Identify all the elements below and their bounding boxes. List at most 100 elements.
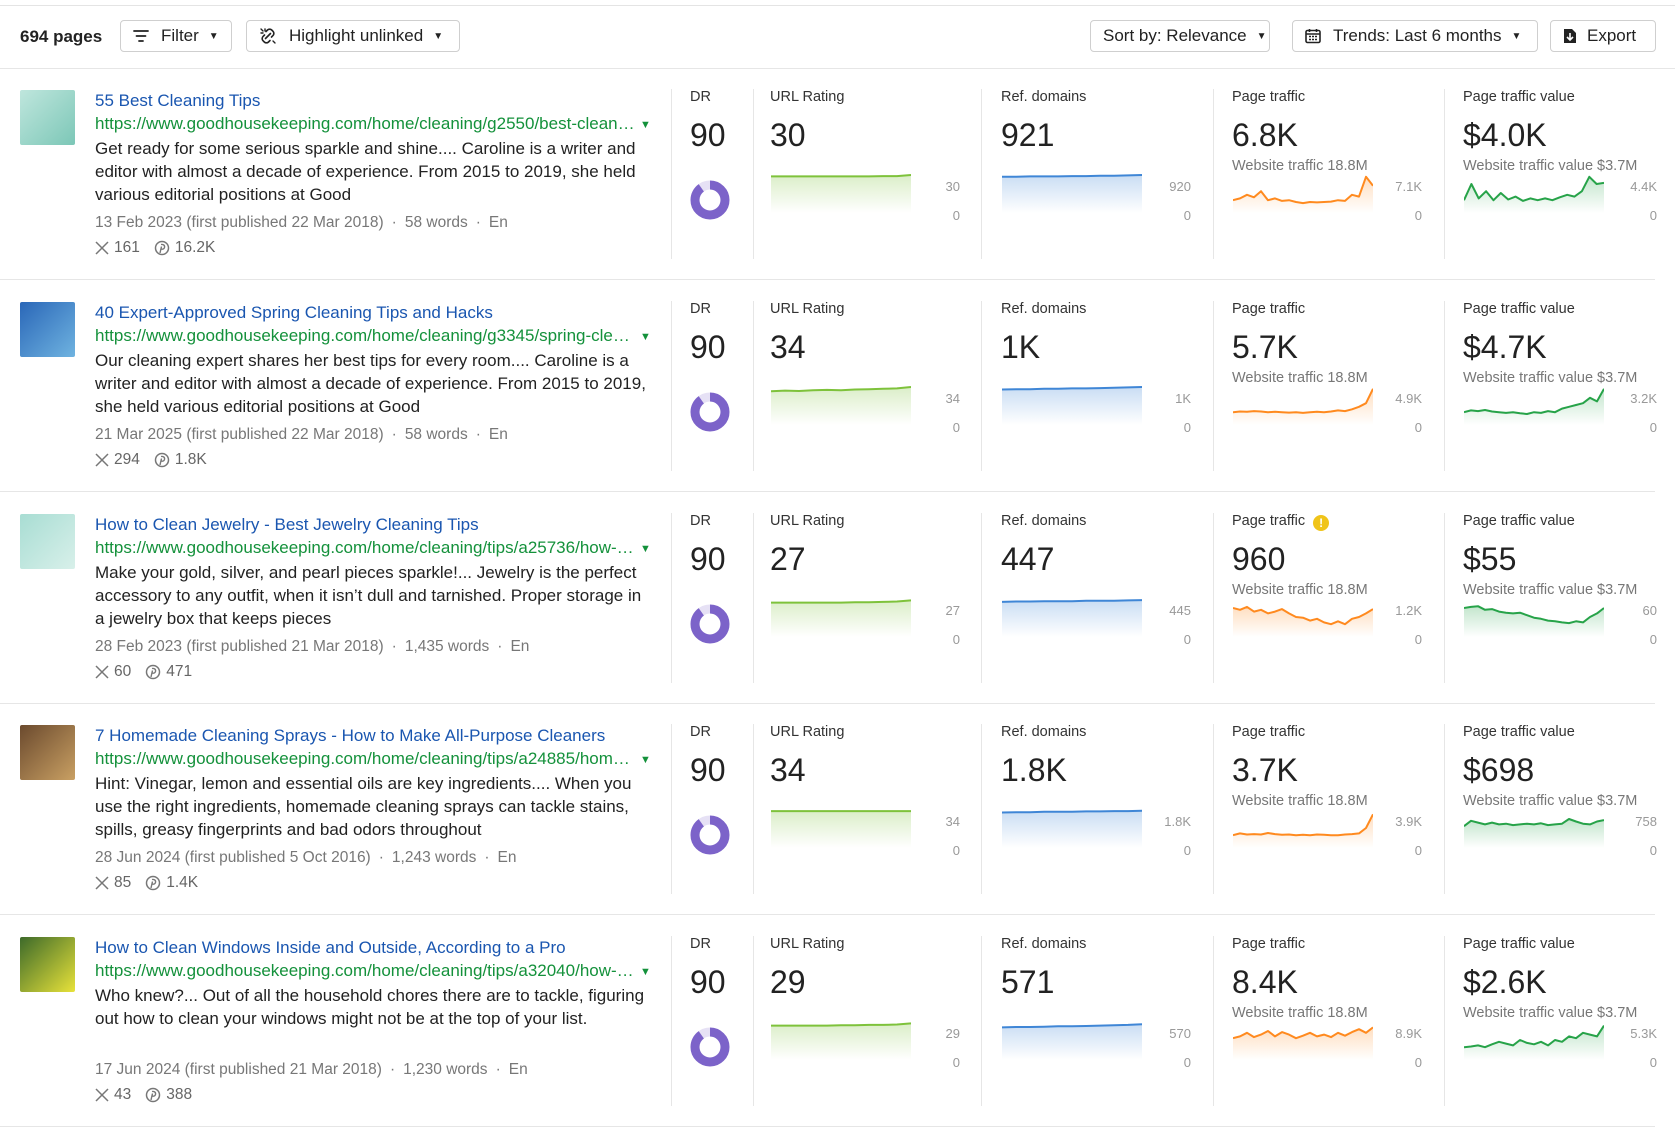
highlight-unlinked-button[interactable]: Highlight unlinked ▼: [246, 20, 460, 52]
cleaning-supplies-image[interactable]: [20, 90, 75, 145]
social-shares: 294 1.8K: [95, 451, 221, 469]
url-menu-chevron-icon[interactable]: ▼: [640, 754, 651, 766]
row-divider: [0, 703, 1655, 704]
pinterest-shares: 16.2K: [154, 239, 215, 257]
traffic-value-value[interactable]: $698: [1463, 752, 1535, 788]
toolbar-divider: [0, 68, 1675, 69]
language: En: [488, 214, 508, 231]
x-shares: 85: [95, 874, 131, 892]
sparkline-line: [1233, 388, 1373, 414]
page-url-link[interactable]: https://www.goodhousekeeping.com/home/cl…: [95, 749, 635, 768]
table-row: How to Clean Windows Inside and Outside,…: [0, 916, 1675, 1127]
ref-domains-value[interactable]: 571: [1001, 964, 1055, 1000]
page-title-link[interactable]: 7 Homemade Cleaning Sprays - How to Make…: [95, 726, 606, 745]
page-meta: 28 Feb 2023 (first published 21 Mar 2018…: [95, 638, 530, 655]
url-menu-chevron-icon[interactable]: ▼: [640, 543, 651, 555]
traffic-value-max: 758: [1635, 814, 1657, 829]
page-traffic-value[interactable]: 3.7K: [1232, 752, 1298, 788]
url-rating-sparkline: [771, 1022, 911, 1060]
url-rating-max: 29: [945, 1026, 960, 1041]
page-traffic-value[interactable]: 8.4K: [1232, 964, 1298, 1000]
export-button[interactable]: Export: [1550, 20, 1656, 52]
ref-domains-value[interactable]: 447: [1001, 541, 1055, 577]
x-icon: [95, 241, 109, 255]
column-divider: [981, 89, 982, 259]
page-traffic-max: 3.9K: [1395, 814, 1422, 829]
ref-domains-value[interactable]: 1.8K: [1001, 752, 1067, 788]
pinterest-shares: 471: [145, 663, 192, 681]
traffic-value-max: 5.3K: [1630, 1026, 1657, 1041]
traffic-value-value[interactable]: $2.6K: [1463, 964, 1547, 1000]
dr-value: 90: [690, 117, 726, 153]
url-menu-chevron-icon[interactable]: ▼: [640, 966, 651, 978]
row-divider: [0, 491, 1655, 492]
traffic-value-sparkline: [1464, 605, 1604, 637]
page-traffic-sparkline: [1233, 605, 1373, 637]
page-title-link[interactable]: 40 Expert-Approved Spring Cleaning Tips …: [95, 303, 493, 322]
table-row: 55 Best Cleaning Tips https://www.goodho…: [0, 69, 1675, 280]
trends-dropdown[interactable]: Trends: Last 6 months ▼: [1292, 20, 1538, 52]
sort-label: Sort by: Relevance: [1103, 26, 1247, 45]
filter-label: Filter: [161, 26, 199, 45]
x-icon: [95, 665, 109, 679]
column-divider: [671, 89, 672, 259]
page-traffic-value[interactable]: 960: [1232, 541, 1286, 577]
homemade-spray-bottles-image[interactable]: [20, 725, 75, 780]
calendar-icon: [1305, 28, 1321, 44]
column-divider: [671, 936, 672, 1106]
traffic-value-value[interactable]: $4.0K: [1463, 117, 1547, 153]
filter-icon: [133, 29, 149, 43]
sparkline-area: [1464, 176, 1604, 213]
language: En: [497, 849, 517, 866]
page-traffic-min: 0: [1414, 208, 1422, 223]
traffic-value-value[interactable]: $4.7K: [1463, 329, 1547, 365]
sparkline-area: [1002, 810, 1142, 848]
page-title-link[interactable]: How to Clean Jewelry - Best Jewelry Clea…: [95, 515, 479, 534]
info-icon[interactable]: !: [1313, 515, 1330, 531]
page-url-link[interactable]: https://www.goodhousekeeping.com/home/cl…: [95, 326, 635, 345]
dr-label: DR: [690, 936, 711, 952]
x-shares: 294: [95, 451, 140, 469]
sparkline-line: [1233, 813, 1373, 837]
page-traffic-min: 0: [1414, 1055, 1422, 1070]
filter-button[interactable]: Filter ▼: [120, 20, 232, 52]
url-rating-sparkline: [771, 810, 911, 848]
dr-donut-chart: [690, 180, 730, 220]
column-divider: [753, 936, 754, 1106]
column-divider: [1444, 724, 1445, 894]
traffic-value-min: 0: [1649, 843, 1657, 858]
traffic-value-value[interactable]: $55: [1463, 541, 1517, 577]
sort-dropdown[interactable]: Sort by: Relevance ▼: [1090, 20, 1270, 52]
page-traffic-min: 0: [1414, 420, 1422, 435]
dr-value: 90: [690, 541, 726, 577]
page-traffic-max: 1.2K: [1395, 603, 1422, 618]
page-title-link[interactable]: How to Clean Windows Inside and Outside,…: [95, 938, 566, 957]
page-url-link[interactable]: https://www.goodhousekeeping.com/home/cl…: [95, 961, 635, 980]
page-title-link[interactable]: 55 Best Cleaning Tips: [95, 91, 261, 110]
page-url-link[interactable]: https://www.goodhousekeeping.com/home/cl…: [95, 538, 635, 557]
page-description: Who knew?... Out of all the household ch…: [95, 986, 645, 1028]
page-url-link[interactable]: https://www.goodhousekeeping.com/home/cl…: [95, 114, 635, 133]
url-rating-min: 0: [952, 843, 960, 858]
traffic-value-max: 60: [1642, 603, 1657, 618]
page-date: 21 Mar 2025 (first published 22 Mar 2018…: [95, 426, 384, 443]
jewelry-image[interactable]: [20, 514, 75, 569]
traffic-value-min: 0: [1649, 632, 1657, 647]
page-traffic-min: 0: [1414, 632, 1422, 647]
url-rating-min: 0: [952, 208, 960, 223]
url-menu-chevron-icon[interactable]: ▼: [640, 119, 651, 131]
sparkline-line: [1002, 1023, 1142, 1029]
column-divider: [981, 936, 982, 1106]
page-traffic-value[interactable]: 6.8K: [1232, 117, 1298, 153]
x-shares: 43: [95, 1086, 131, 1104]
column-divider: [1213, 936, 1214, 1106]
page-description: Get ready for some serious sparkle and s…: [95, 139, 636, 204]
page-traffic-value[interactable]: 5.7K: [1232, 329, 1298, 365]
url-rating-label: URL Rating: [770, 724, 845, 740]
page-traffic-sparkline: [1233, 175, 1373, 213]
window-cleaning-image[interactable]: [20, 937, 75, 992]
ref-domains-value[interactable]: 1K: [1001, 329, 1041, 365]
ref-domains-value[interactable]: 921: [1001, 117, 1055, 153]
url-menu-chevron-icon[interactable]: ▼: [640, 331, 651, 343]
spray-bottles-image[interactable]: [20, 302, 75, 357]
